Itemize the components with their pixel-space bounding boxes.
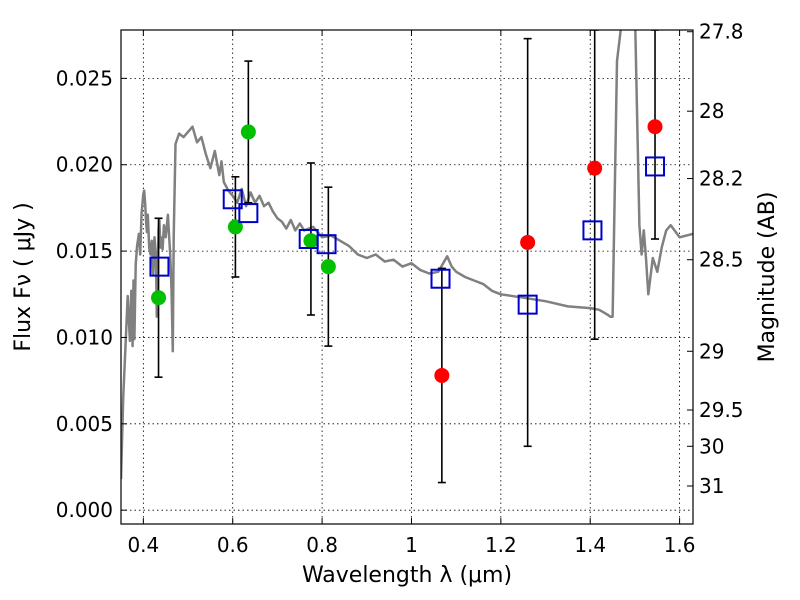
model-photometry-square <box>517 294 538 315</box>
y-tick-label: 0.015 <box>56 239 113 263</box>
right-tick-label: 31 <box>699 474 724 498</box>
red-data-point <box>520 234 536 250</box>
y-tick-label: 0.000 <box>56 498 113 522</box>
right-tick-label: 28.5 <box>699 248 744 272</box>
x-tick-label: 0.6 <box>217 533 249 557</box>
green-data-point <box>320 259 336 275</box>
x-tick-label: 1.2 <box>485 533 517 557</box>
right-tick-label: 29.5 <box>699 398 744 422</box>
model-photometry-square <box>149 256 170 277</box>
red-data-point <box>587 160 603 176</box>
x-axis-label: Wavelength λ (μm) <box>302 563 512 588</box>
right-tick-label: 28 <box>699 99 724 123</box>
sed-model-line <box>121 30 693 480</box>
y-axis-label: Flux Fν ( μJy ) <box>11 202 36 351</box>
x-tick-label: 0.8 <box>306 533 338 557</box>
axes: 0.4 0.6 0.8 1 1.2 1.4 1.6 0.000 0.005 0.010 0.015 0… <box>56 20 744 557</box>
right-tick-label: 28.2 <box>699 167 744 191</box>
model-photometry-square <box>222 189 243 210</box>
red-data-point <box>434 367 450 383</box>
y-tick-label: 0.020 <box>56 153 113 177</box>
y-tick-label: 0.010 <box>56 325 113 349</box>
x-tick-label: 1 <box>405 533 418 557</box>
model-photometry-square <box>316 234 337 255</box>
model-photometry-square <box>238 203 259 224</box>
model-photometry-square <box>582 220 603 241</box>
grid <box>121 30 693 524</box>
right-tick-label: 29 <box>699 339 724 363</box>
green-data-point <box>240 124 256 140</box>
green-data-point <box>227 219 243 235</box>
x-tick-label: 0.4 <box>127 533 159 557</box>
right-tick-label: 27.8 <box>699 20 744 44</box>
y-tick-label: 0.005 <box>56 412 113 436</box>
y-tick-label: 0.025 <box>56 66 113 90</box>
model-photometry-square <box>430 268 451 289</box>
x-tick-label: 1.6 <box>664 533 696 557</box>
right-tick-label: 30 <box>699 434 724 458</box>
red-data-point <box>647 119 663 135</box>
plot-frame <box>120 29 694 525</box>
x-tick-label: 1.4 <box>574 533 606 557</box>
model-photometry-square <box>645 156 666 177</box>
plot-area <box>121 30 693 484</box>
green-data-point <box>151 290 167 306</box>
right-axis-label: Magnitude (AB) <box>755 192 780 363</box>
green-data-point <box>303 233 319 249</box>
